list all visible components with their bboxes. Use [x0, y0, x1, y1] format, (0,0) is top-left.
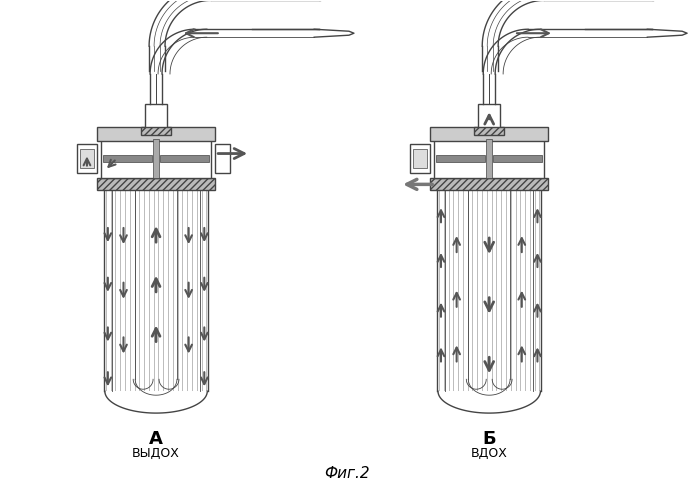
Bar	[430, 126, 548, 140]
Bar	[77, 144, 97, 174]
Bar	[153, 138, 159, 178]
Bar	[160, 154, 210, 162]
Bar	[145, 104, 167, 128]
Bar	[430, 178, 548, 190]
Text: А: А	[149, 430, 163, 448]
Bar	[410, 144, 430, 174]
Bar	[437, 190, 541, 419]
Bar	[478, 104, 500, 128]
Text: ВДОХ: ВДОХ	[471, 448, 507, 460]
Text: Фиг.2: Фиг.2	[324, 466, 370, 481]
Text: Б: Б	[482, 430, 496, 448]
Bar	[80, 148, 94, 169]
Bar	[436, 154, 485, 162]
Bar	[413, 148, 427, 169]
Bar	[104, 190, 208, 419]
Bar	[474, 126, 504, 134]
Bar	[101, 138, 211, 178]
Bar	[141, 126, 171, 134]
Bar	[486, 138, 492, 178]
Bar	[434, 138, 544, 178]
Bar	[493, 154, 543, 162]
Text: ВЫДОХ: ВЫДОХ	[132, 448, 180, 460]
Bar	[97, 126, 215, 140]
Bar	[103, 154, 152, 162]
Bar	[97, 178, 215, 190]
Bar	[215, 144, 230, 174]
